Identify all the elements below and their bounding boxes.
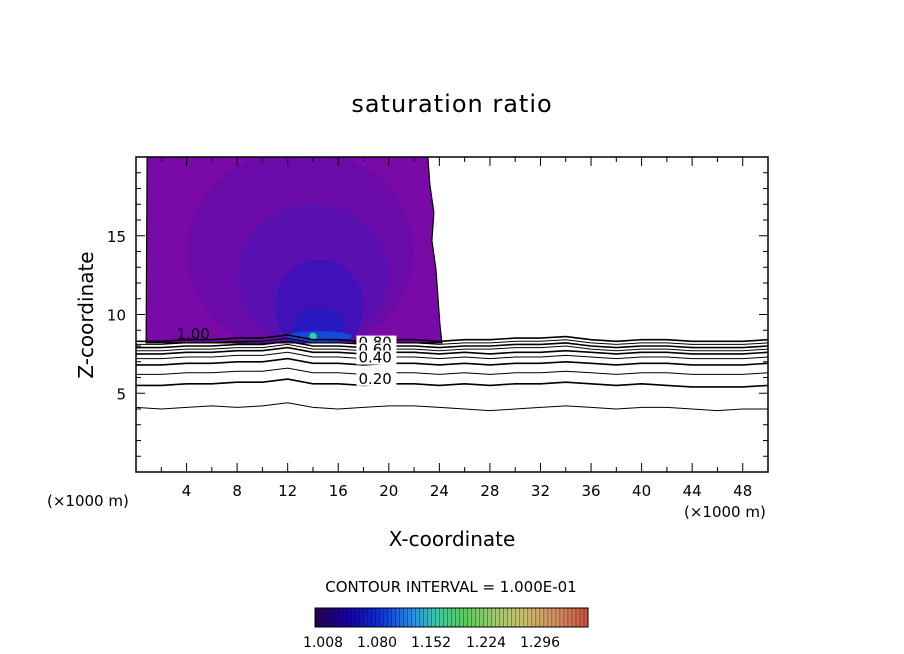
contour-line [136, 351, 768, 360]
x-tick-label: 48 [733, 482, 752, 500]
colorbar-tick-label: 1.008 [303, 635, 343, 651]
y-axis-ticks: 5 10 15 [107, 172, 768, 457]
x-tick-label: 12 [278, 482, 297, 500]
contour-line [136, 367, 768, 375]
contour-line [136, 357, 768, 366]
contour-line [136, 337, 768, 345]
supersaturated-region [145, 157, 443, 344]
colorbar-tick-label: 1.224 [466, 635, 506, 651]
x-axis-ticks: 4 8 12 16 20 24 28 32 36 40 44 48 [160, 157, 752, 500]
region-core-group [186, 157, 415, 343]
x-tick-label: 16 [329, 482, 348, 500]
contour-label-bg [356, 350, 397, 365]
colorbar-tick-label: 1.296 [520, 635, 560, 651]
x-tick-label: 28 [480, 482, 499, 500]
y-axis-unit: (×1000 m) [47, 492, 129, 510]
contour-interval-label: CONTOUR INTERVAL = 1.000E-01 [325, 578, 576, 596]
x-axis-unit: (×1000 m) [684, 503, 766, 521]
x-tick-label: 36 [581, 482, 600, 500]
contour-lines [136, 334, 768, 412]
contour-label: 1.00 [176, 325, 209, 343]
x-tick-label: 8 [232, 482, 242, 500]
contour-label: 0.20 [358, 370, 391, 388]
colorbar-tick-labels: 1.008 1.080 1.152 1.224 1.296 [303, 635, 560, 651]
x-tick-label: 24 [430, 482, 449, 500]
colorbar: 1.008 1.080 1.152 1.224 1.296 [303, 607, 589, 651]
x-tick-label: 40 [632, 482, 651, 500]
x-tick-label: 44 [683, 482, 702, 500]
contour-labels: 1.00 0.800.600.400.20 [176, 325, 397, 388]
y-tick-label: 15 [107, 228, 126, 246]
x-axis-label: X-coordinate [389, 527, 516, 551]
colorbar-stripes [318, 608, 585, 627]
colorbar-tick-label: 1.152 [411, 635, 451, 651]
y-tick-label: 5 [116, 385, 126, 403]
colorbar-tick-label: 1.080 [357, 635, 397, 651]
plot-area [136, 157, 768, 412]
y-tick-label: 10 [107, 307, 126, 325]
contour-line [136, 334, 768, 343]
chart-title: saturation ratio [351, 90, 552, 118]
x-tick-label: 20 [379, 482, 398, 500]
contour-label-bg [356, 371, 397, 386]
contour-line [136, 343, 768, 352]
contour-line [136, 402, 768, 412]
contour-label: 0.40 [358, 349, 391, 367]
contour-line [136, 346, 768, 355]
x-tick-label: 4 [182, 482, 192, 500]
x-tick-label: 32 [531, 482, 550, 500]
contour-line [136, 378, 768, 388]
region-core-band [309, 332, 317, 341]
contour-line [136, 340, 768, 349]
y-axis-label: Z-coordinate [74, 251, 98, 378]
